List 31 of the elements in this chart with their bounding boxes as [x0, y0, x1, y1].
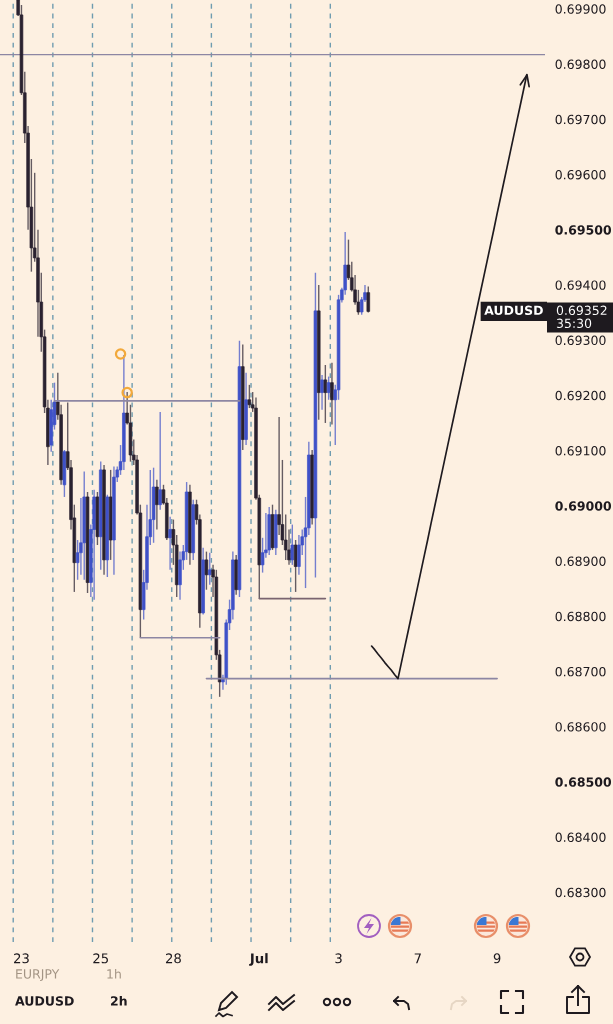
y-tick-label: 0.69500: [555, 225, 612, 235]
text: AUDUSD: [15, 996, 74, 1006]
y-tick-label: 0.69400: [555, 280, 606, 290]
y-tick-label: 0.68300: [555, 887, 606, 898]
y-tick-label: 0.68400: [555, 832, 606, 843]
y-tick-label: 0.69300: [555, 335, 606, 346]
x-tick-label: 3: [335, 953, 342, 964]
text: EURJPY: [16, 969, 60, 981]
annotation: AUDUSD: [484, 305, 543, 316]
y-tick-label: 0.68600: [555, 722, 606, 732]
x-tick-label: 28: [165, 953, 181, 964]
y-tick-label: 0.68900: [555, 556, 606, 566]
y-tick-label: 0.69600: [555, 169, 606, 180]
y-tick-label: 0.69100: [555, 446, 606, 456]
text: 1h: [107, 968, 121, 979]
text: 35:30: [556, 318, 592, 329]
x-tick-label: 25: [93, 953, 108, 964]
text: 2h: [110, 995, 127, 1006]
y-tick-label: 0.68800: [555, 611, 606, 622]
x-tick-label: 7: [414, 953, 421, 964]
y-tick-label: 0.69800: [555, 59, 606, 69]
y-tick-label: 0.69700: [555, 114, 606, 125]
x-tick-label: 23: [14, 953, 29, 964]
y-tick-label: 0.68500: [555, 777, 612, 787]
text: 0.69352: [556, 305, 607, 316]
x-tick-label: 9: [493, 953, 501, 964]
x-tick-label: Jul: [249, 953, 268, 966]
y-tick-label: 0.69900: [555, 4, 606, 14]
y-tick-label: 0.69200: [555, 390, 606, 401]
y-tick-label: 0.68700: [555, 666, 606, 677]
y-tick-label: 0.69000: [555, 501, 612, 511]
